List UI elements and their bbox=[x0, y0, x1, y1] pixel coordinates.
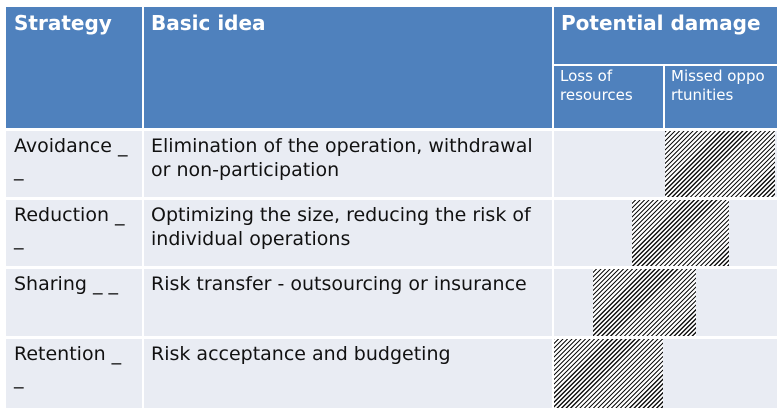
strategy-table: Strategy Basic idea Potential damage Los… bbox=[6, 7, 777, 408]
hatch-reduction-partial bbox=[632, 198, 729, 267]
table-row-avoidance-strategy: Avoidance _ _ bbox=[6, 129, 143, 198]
idea-text: Risk transfer - outsourcing or insurance bbox=[151, 273, 527, 295]
divider bbox=[6, 266, 777, 269]
header-basic-idea: Basic idea bbox=[143, 7, 553, 129]
header-potential-damage: Potential damage bbox=[553, 7, 777, 65]
idea-text: Risk acceptance and budgeting bbox=[151, 343, 451, 365]
table-row-sharing-idea: Risk transfer - outsourcing or insurance bbox=[143, 267, 553, 337]
header-potential-damage-label: Potential damage bbox=[561, 11, 761, 35]
header-strategy: Strategy bbox=[6, 7, 143, 129]
subheader-missed-label: Missed opportunities bbox=[671, 67, 765, 104]
divider bbox=[142, 7, 144, 408]
table-row-retention-idea: Risk acceptance and budgeting bbox=[143, 337, 553, 408]
strategy-name: Sharing _ _ bbox=[14, 273, 119, 295]
divider bbox=[552, 7, 554, 408]
hatch-retention-loss bbox=[554, 338, 663, 408]
header-strategy-label: Strategy bbox=[14, 11, 112, 35]
table-row-retention-strategy: Retention _ _ bbox=[6, 337, 143, 408]
table-row-reduction-strategy: Reduction _ _ bbox=[6, 198, 143, 267]
divider bbox=[6, 128, 777, 131]
subheader-loss-of-resources: Loss of resources bbox=[553, 65, 664, 129]
header-basic-idea-label: Basic idea bbox=[151, 11, 266, 35]
subheader-loss-label: Loss of resources bbox=[560, 67, 633, 104]
divider bbox=[553, 64, 777, 66]
hatch-sharing-partial bbox=[593, 267, 696, 337]
table-row-avoidance-idea: Elimination of the operation, withdrawal… bbox=[143, 129, 553, 198]
divider bbox=[663, 65, 665, 129]
strategy-name: Reduction _ _ bbox=[14, 204, 125, 250]
strategy-name: Avoidance _ _ bbox=[14, 135, 128, 181]
idea-text: Optimizing the size, reducing the risk o… bbox=[151, 204, 531, 250]
table-row-reduction-idea: Optimizing the size, reducing the risk o… bbox=[143, 198, 553, 267]
idea-text: Elimination of the operation, withdrawal… bbox=[151, 135, 533, 181]
table-row-sharing-strategy: Sharing _ _ bbox=[6, 267, 143, 337]
hatch-avoidance-missed bbox=[665, 131, 775, 198]
strategy-name: Retention _ _ bbox=[14, 343, 122, 389]
divider bbox=[6, 336, 777, 339]
subheader-missed-opportunities: Missed opportunities bbox=[664, 65, 777, 129]
divider bbox=[6, 197, 777, 200]
